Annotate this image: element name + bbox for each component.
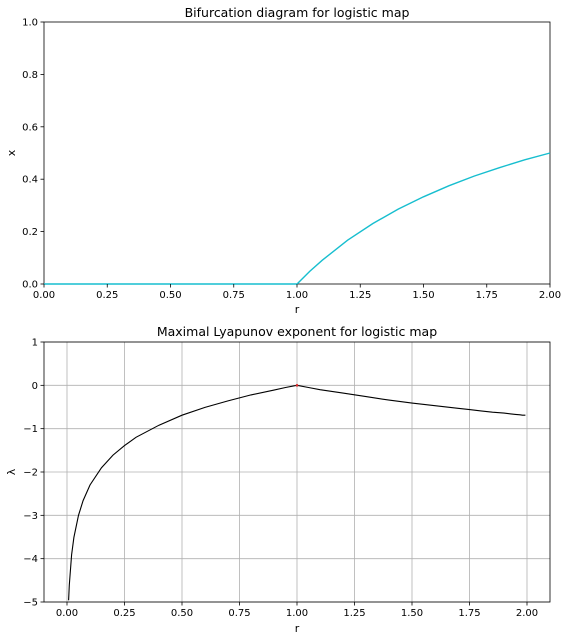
x-tick-label: 0.25 [96, 290, 118, 301]
x-tick-label: 1.00 [286, 608, 308, 619]
y-tick-label: 1 [32, 338, 38, 349]
bifurcation-series [44, 152, 551, 285]
lyapunov-chart: Maximal Lyapunov exponent for logistic m… [5, 324, 551, 635]
x-tick-label: 1.25 [343, 608, 365, 619]
bifurcation-chart: Bifurcation diagram for logistic map 0.0… [5, 5, 561, 316]
x-tick-label: 1.50 [412, 290, 434, 301]
x-tick-label: 1.25 [349, 290, 371, 301]
y-tick-label: −3 [23, 511, 38, 522]
y-tick-label: −2 [23, 468, 38, 479]
x-tick-label: 2.00 [539, 290, 561, 301]
x-tick-label: 1.00 [286, 290, 308, 301]
x-tick-label: 2.00 [516, 608, 538, 619]
bifurcation-plot-area [43, 21, 551, 285]
lyapunov-y-label: λ [5, 468, 18, 475]
x-tick-label: 0.50 [159, 290, 181, 301]
x-tick-label: 0.50 [171, 608, 193, 619]
lyapunov-x-label: r [295, 622, 300, 635]
x-tick-label: 0.00 [33, 290, 55, 301]
bifurcation-x-ticks: 0.00 0.25 0.50 0.75 1.00 1.25 1.50 1.75 2.00 [33, 284, 561, 301]
y-tick-label: 0.0 [22, 280, 38, 291]
bifurcation-y-label: x [5, 149, 18, 156]
x-tick-label: 0.25 [113, 608, 135, 619]
y-tick-label: 0.4 [22, 175, 38, 186]
x-tick-label: 0.75 [228, 608, 250, 619]
y-tick-label: 0.6 [22, 122, 38, 133]
x-tick-label: 1.50 [401, 608, 423, 619]
y-tick-label: −4 [23, 554, 38, 565]
x-tick-label: 1.75 [458, 608, 480, 619]
bifurcation-y-ticks: 0.0 0.2 0.4 0.6 0.8 1.0 [22, 18, 44, 291]
bifurcation-x-label: r [295, 303, 300, 316]
lyapunov-y-ticks: −5 −4 −3 −2 −1 0 1 [23, 338, 44, 609]
x-tick-label: 0.00 [56, 608, 78, 619]
lyapunov-series [68, 384, 526, 601]
y-tick-label: −5 [23, 598, 38, 609]
x-tick-label: 0.75 [223, 290, 245, 301]
bifurcation-title: Bifurcation diagram for logistic map [185, 5, 410, 20]
y-tick-label: 1.0 [22, 18, 38, 29]
zero-exponent-marker [295, 384, 299, 387]
lyapunov-x-ticks: 0.00 0.25 0.50 0.75 1.00 1.25 1.50 1.75 2.00 [56, 602, 538, 619]
y-tick-label: 0.2 [22, 227, 38, 238]
x-tick-label: 1.75 [476, 290, 498, 301]
y-tick-label: −1 [23, 424, 38, 435]
bifurcation-curve [44, 152, 551, 285]
y-tick-label: 0 [32, 381, 38, 392]
y-tick-label: 0.8 [22, 70, 38, 81]
lyapunov-title: Maximal Lyapunov exponent for logistic m… [157, 324, 437, 339]
